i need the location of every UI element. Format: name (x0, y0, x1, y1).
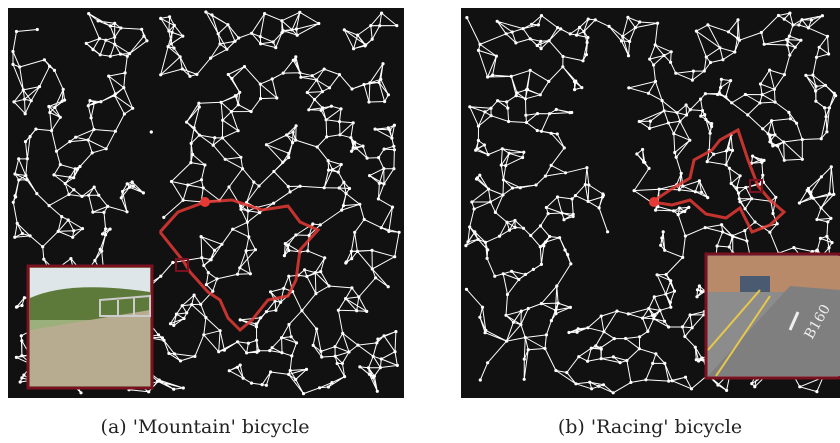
panel-b: B160 (461, 8, 840, 398)
figure: B160 (a) 'Mountain' bicycle (b) 'Racing'… (0, 0, 840, 443)
photo-inset (28, 266, 152, 388)
route-start (649, 197, 659, 207)
caption: (a) 'Mountain' bicycle (101, 416, 310, 438)
caption: (b) 'Racing' bicycle (558, 416, 742, 438)
route-start (200, 197, 210, 207)
photo-inset: B160 (706, 254, 840, 378)
panel-a (8, 8, 404, 398)
